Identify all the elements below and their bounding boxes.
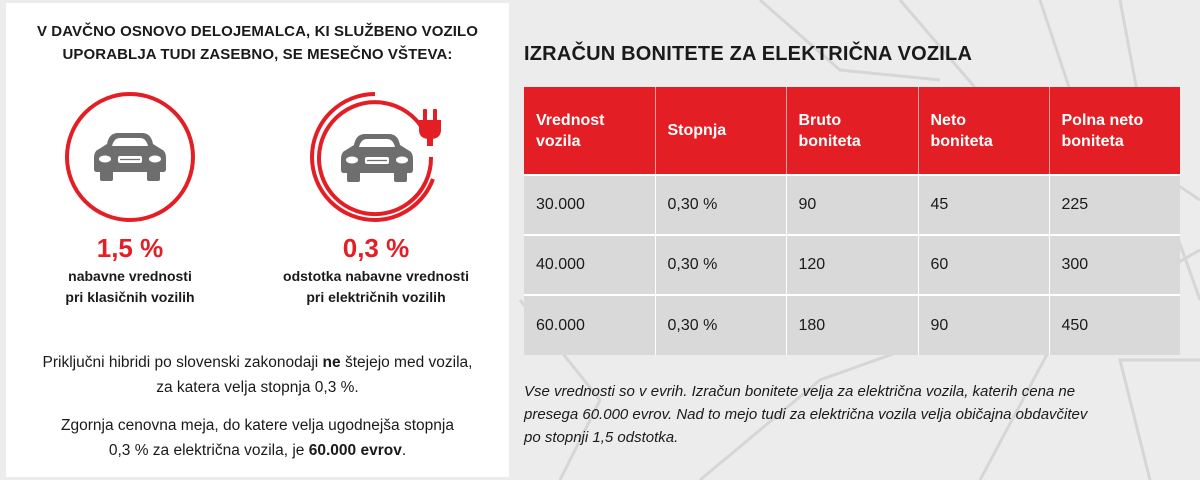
header-full-net-bonus: Polna neto boniteta: [1049, 87, 1180, 175]
info-panel: V DAVČNO OSNOVO DELOJEMALCA, KI SLUŽBENO…: [6, 3, 509, 477]
footnote-line-1: Vse vrednosti so v evrih. Izračun bonite…: [524, 383, 1076, 400]
header-text: boniteta: [1061, 132, 1124, 150]
electric-rate-desc-line-2: pri električnih vozilih: [306, 289, 446, 305]
footnote-line-3: po stopnji 1,5 odstotka.: [524, 429, 679, 446]
header-gross-bonus: Bruto boniteta: [786, 87, 919, 175]
table-row: 60.000 0,30 % 180 90 450: [524, 294, 1180, 355]
header-net-bonus: Neto boniteta: [918, 87, 1050, 175]
header-text: Stopnja: [667, 122, 727, 139]
header-text: Neto: [930, 111, 967, 129]
note-emphasis: 60.000 evrov: [308, 442, 402, 459]
header-vehicle-value: Vrednost vozila: [524, 87, 656, 175]
classic-rate-desc-line-2: pri klasičnih vozilih: [65, 289, 195, 305]
electric-car-badge: [307, 89, 443, 225]
table-cell: 90: [786, 174, 919, 235]
note-emphasis: ne: [322, 354, 341, 371]
table-cell: 90: [918, 294, 1050, 355]
table-header-row: Vrednost vozila Stopnja Bruto boniteta Net…: [524, 87, 1180, 175]
table-cell: 0,30 %: [655, 234, 787, 295]
table-cell: 225: [1049, 174, 1180, 235]
electric-car-plug-icon: [309, 92, 441, 223]
footnote-line-2: presega 60.000 evrov. Nad to mejo tudi z…: [524, 406, 1088, 423]
header-text: boniteta: [798, 132, 861, 150]
table-row: 30.000 0,30 % 90 45 225: [524, 174, 1180, 235]
section-title: IZRAČUN BONITETE ZA ELEKTRIČNA VOZILA: [524, 43, 973, 65]
plugin-hybrid-note-line-2: za katera velja stopnja 0,3 %.: [156, 379, 359, 396]
plugin-hybrid-note-line-1: Priključni hibridi po slovenski zakonoda…: [6, 350, 509, 375]
header-text: Vrednost: [536, 111, 605, 129]
table-cell: 30.000: [524, 174, 656, 235]
header-text: Bruto: [798, 111, 842, 129]
note-text: Priključni hibridi po slovenski zakonoda…: [42, 354, 323, 371]
table-row: 40.000 0,30 % 120 60 300: [524, 234, 1180, 295]
table-cell: 45: [918, 174, 1050, 235]
electric-rate-desc-line-1: odstotka nabavne vrednosti: [283, 268, 469, 284]
headline-line-1: V DAVČNO OSNOVO DELOJEMALCA, KI SLUŽBENO…: [36, 23, 479, 40]
classic-rate-desc-line-1: nabavne vrednosti: [68, 268, 192, 284]
table-cell: 40.000: [524, 234, 656, 295]
table-cell: 120: [786, 234, 919, 295]
price-limit-note: Zgornja cenovna meja, do katere velja ug…: [6, 413, 509, 463]
electric-rate: 0,3 % odstotka nabavne vrednosti pri ele…: [256, 233, 496, 308]
note-text: štejejo med vozila,: [340, 354, 473, 371]
table-cell: 60.000: [524, 294, 656, 355]
header-text: Polna neto: [1061, 111, 1144, 129]
headline-line-2: UPORABLJA TUDI ZASEBNO, SE MESEČNO VŠTEV…: [62, 46, 453, 63]
electric-rate-desc: odstotka nabavne vrednosti pri električn…: [256, 266, 496, 308]
electric-rate-value: 0,3 %: [342, 233, 410, 263]
header-rate: Stopnja: [655, 87, 787, 175]
table-cell: 0,30 %: [655, 174, 787, 235]
headline: V DAVČNO OSNOVO DELOJEMALCA, KI SLUŽBENO…: [6, 20, 509, 66]
table-cell: 180: [786, 294, 919, 355]
table-cell: 60: [918, 234, 1050, 295]
classic-rate-value: 1,5 %: [96, 233, 164, 263]
table-cell: 450: [1049, 294, 1180, 355]
header-text: boniteta: [930, 132, 993, 150]
table-footnote: Vse vrednosti so v evrih. Izračun bonite…: [524, 380, 1184, 449]
classic-rate: 1,5 % nabavne vrednosti pri klasičnih vo…: [10, 233, 250, 308]
classic-car-badge: [62, 89, 198, 225]
note-text: 0,3 % za električna vozila, je: [108, 442, 309, 459]
price-limit-note-line-2: 0,3 % za električna vozila, je 60.000 ev…: [6, 438, 509, 463]
classic-rate-desc: nabavne vrednosti pri klasičnih vozilih: [10, 266, 250, 308]
price-limit-note-line-1: Zgornja cenovna meja, do katere velja ug…: [61, 417, 454, 434]
bonus-table: Vrednost vozila Stopnja Bruto boniteta Net…: [524, 87, 1180, 355]
plugin-hybrid-note: Priključni hibridi po slovenski zakonoda…: [6, 350, 509, 400]
header-text: vozila: [536, 132, 581, 150]
note-text: .: [401, 442, 407, 459]
table-cell: 300: [1049, 234, 1180, 295]
car-icon: [65, 92, 195, 222]
table-cell: 0,30 %: [655, 294, 787, 355]
